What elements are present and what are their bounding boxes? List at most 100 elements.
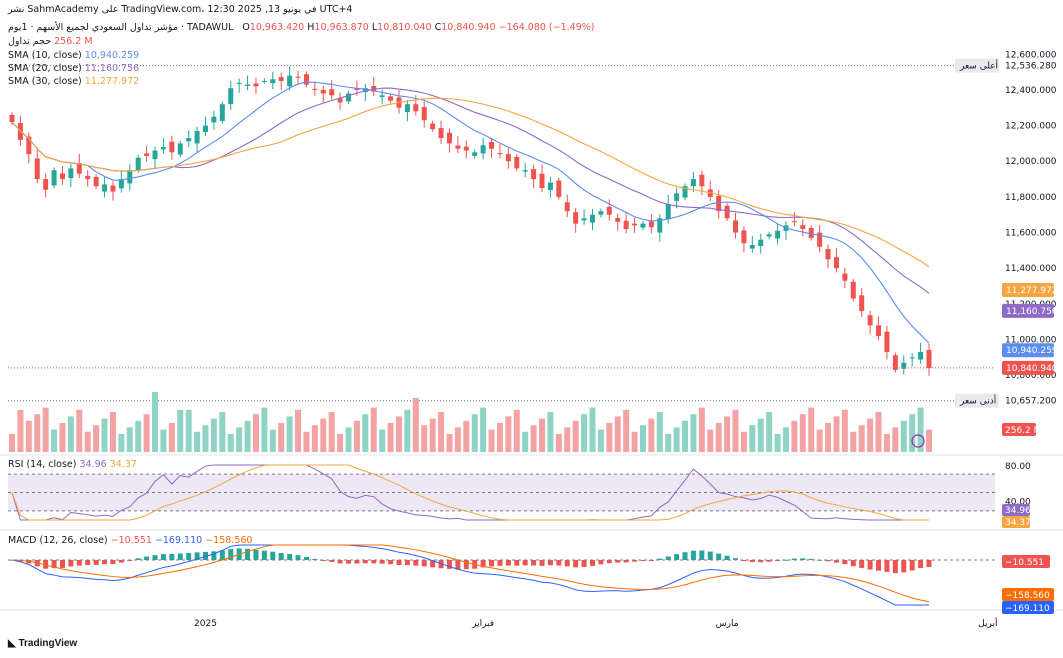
volume-bar xyxy=(648,418,655,452)
candle-body xyxy=(110,185,116,192)
macd-hist-bar xyxy=(261,550,267,560)
volume-bar xyxy=(244,420,251,452)
sma30-legend[interactable]: SMA (30, close) 11,277.972 xyxy=(8,76,140,87)
volume-bar xyxy=(160,429,167,452)
candle-body xyxy=(421,107,427,121)
volume-bar xyxy=(84,431,91,452)
candle-body xyxy=(177,143,183,155)
volume-bar xyxy=(707,429,714,452)
macd-hist-bar xyxy=(707,551,713,560)
volume-bar xyxy=(581,414,588,452)
candle-body xyxy=(404,104,410,113)
macd-hist-bar xyxy=(842,560,848,565)
macd-hist-bar xyxy=(404,560,410,566)
candle-body xyxy=(354,88,360,90)
macd-hist-bar xyxy=(564,560,570,567)
candle-body xyxy=(918,352,924,360)
candle-body xyxy=(51,170,57,186)
volume-group xyxy=(9,392,932,452)
volume-bar xyxy=(295,409,302,452)
macd-hist-bar xyxy=(497,560,503,566)
macd-hist-bar xyxy=(598,560,604,565)
rsi-legend[interactable]: RSI (14, close) 34.96 34.37 xyxy=(8,459,137,470)
volume-bar xyxy=(589,407,596,452)
x-tick-label: 2025 xyxy=(194,619,217,629)
macd-hist-bar xyxy=(884,560,890,572)
macd-hist-bar xyxy=(388,560,394,565)
sma20-tag-bg xyxy=(1002,303,1054,318)
macd-signal-tag: −158.560 xyxy=(1005,591,1050,601)
ohlc-o: O10,963.420 xyxy=(242,22,305,33)
candle-body xyxy=(632,223,638,226)
low-value: 10,657.200 xyxy=(1005,397,1057,407)
volume-bar xyxy=(353,420,360,452)
macd-hist-bar xyxy=(287,554,293,560)
candle-body xyxy=(724,205,730,219)
candle-body xyxy=(581,218,587,221)
macd-hist-bar xyxy=(102,560,108,565)
candle-body xyxy=(9,114,15,123)
candle-body xyxy=(446,132,452,144)
macd-legend[interactable]: MACD (12, 26, close) −10.551 −169.110 −1… xyxy=(8,535,253,546)
candle-body xyxy=(850,281,856,299)
volume-bar xyxy=(93,425,100,452)
candle-body xyxy=(346,93,352,102)
macd-hist-bar xyxy=(573,560,579,568)
macd-hist-bar xyxy=(657,558,663,560)
macd-hist-bar xyxy=(480,560,486,568)
macd-hist-bar xyxy=(202,551,208,560)
sma20-legend[interactable]: SMA (20, close) 11,160.756 xyxy=(8,63,140,74)
sma10-legend[interactable]: SMA (10, close) 10,940.259 xyxy=(8,50,140,61)
volume-bar xyxy=(320,418,327,452)
sma10-tag-bg xyxy=(1002,343,1054,358)
macd-hist-bar xyxy=(589,560,595,566)
macd-hist-bar xyxy=(160,554,166,560)
y-tick-label: 12,000.000 xyxy=(1005,157,1057,167)
macd-hist-bar xyxy=(699,550,705,560)
candle-body xyxy=(926,349,932,369)
candle-body xyxy=(261,81,267,83)
volume-bar xyxy=(690,414,697,452)
volume-bar xyxy=(682,420,689,452)
volume-bar xyxy=(101,418,108,452)
candle-body xyxy=(413,104,419,112)
macd-hist-bar xyxy=(169,554,175,560)
macd-hist-bar xyxy=(228,549,234,560)
macd-hist-bar xyxy=(455,560,461,570)
sma10-line xyxy=(11,81,930,344)
macd-hist-bar xyxy=(514,560,520,566)
volume-bar xyxy=(631,431,638,452)
macd-hist-bar xyxy=(118,560,124,563)
y-tick-label: 11,000.000 xyxy=(1005,336,1057,346)
volume-bar xyxy=(883,434,890,452)
macd-hist-bar xyxy=(430,560,436,568)
macd-hist-bar xyxy=(371,560,377,564)
macd-line-tag-bg xyxy=(1002,601,1054,614)
volume-bar xyxy=(833,416,840,452)
volume-bar xyxy=(185,409,192,452)
volume-tag-bg xyxy=(1002,423,1036,436)
tradingview-logo[interactable]: ◣ TradingView xyxy=(8,638,78,649)
low-label: أدنى سعر xyxy=(959,395,996,407)
candle-body xyxy=(278,77,284,82)
candle-body xyxy=(362,88,368,93)
y-tick-label: 12,600.000 xyxy=(1005,50,1057,60)
sma30-tag-bg xyxy=(1002,282,1054,297)
candle-body xyxy=(775,230,781,239)
volume-bar xyxy=(572,420,579,452)
candle-body xyxy=(531,169,537,180)
candle-body xyxy=(716,195,722,212)
volume-bar xyxy=(278,423,285,452)
macd-hist-bar xyxy=(93,560,99,565)
volume-bar xyxy=(252,414,259,452)
candle-body xyxy=(901,362,907,369)
volume-bar xyxy=(202,425,209,452)
candle-body xyxy=(859,295,865,312)
macd-hist-bar xyxy=(539,560,545,566)
candle-body xyxy=(26,136,32,155)
volume-bar xyxy=(143,414,150,452)
volume-bar xyxy=(892,427,899,452)
candle-body xyxy=(615,217,621,222)
volume-bar xyxy=(774,434,781,452)
